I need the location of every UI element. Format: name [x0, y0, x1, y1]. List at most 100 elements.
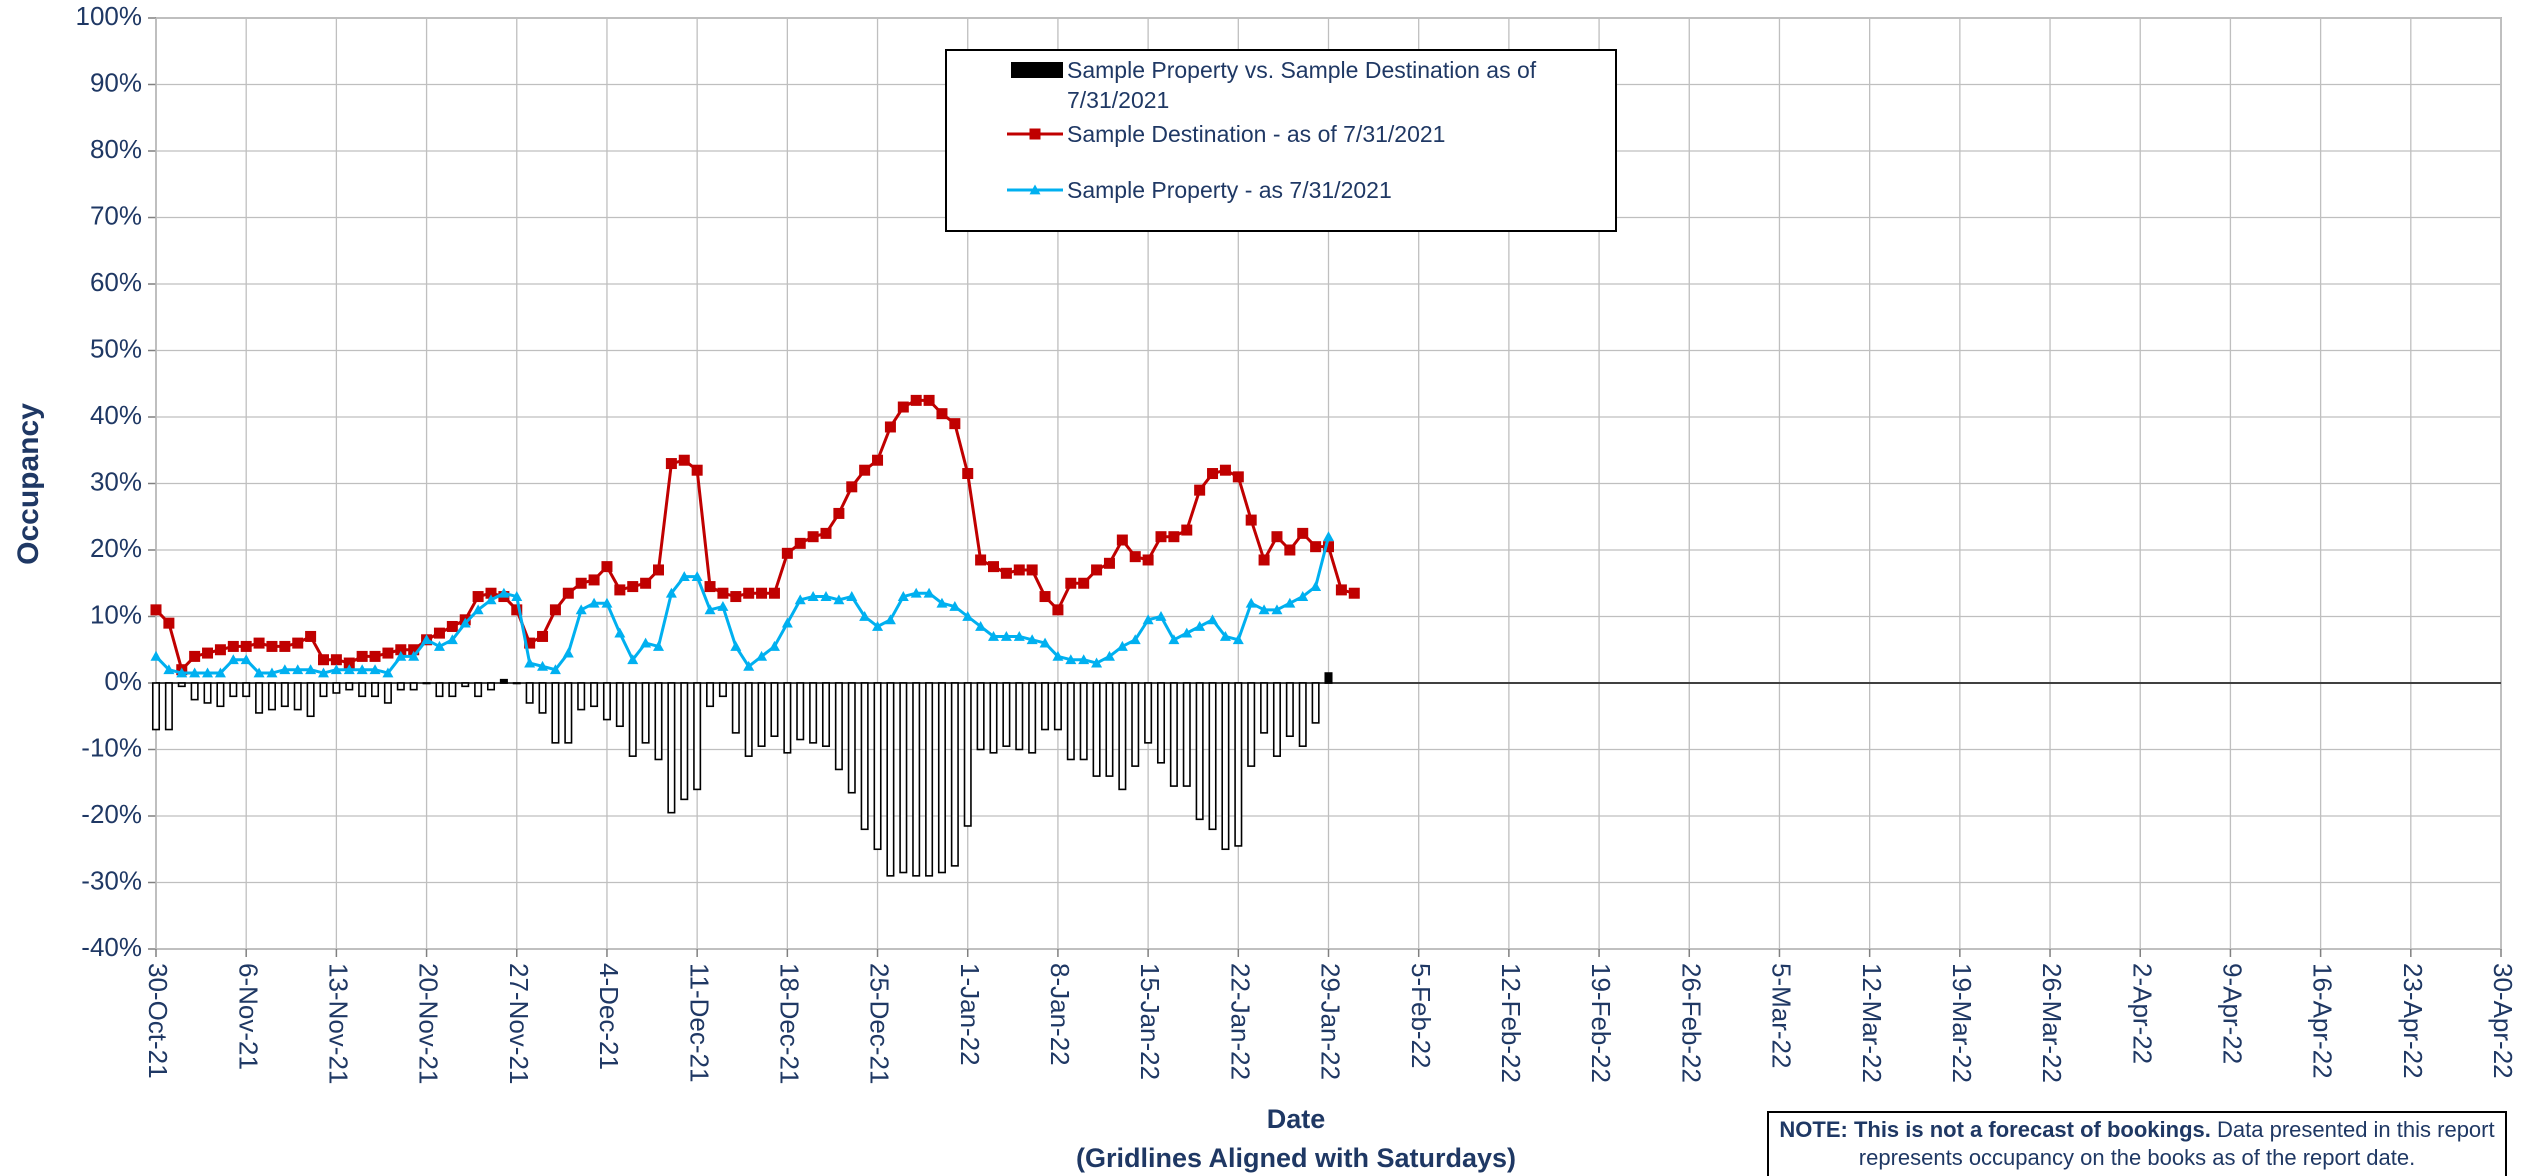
- marker: [266, 667, 278, 678]
- x-tick-label: 26-Mar-22: [2037, 963, 2067, 1083]
- bar: [989, 682, 998, 754]
- marker: [1039, 591, 1051, 603]
- marker: [1207, 614, 1219, 625]
- bar: [499, 678, 508, 684]
- marker: [1013, 564, 1025, 576]
- bar: [1285, 682, 1294, 738]
- bar: [1041, 682, 1050, 731]
- marker: [279, 640, 291, 652]
- x-tick-label: 2-Apr-22: [2127, 963, 2157, 1064]
- bar: [1208, 682, 1217, 831]
- marker: [1297, 591, 1309, 601]
- marker: [524, 657, 536, 668]
- marker: [640, 637, 652, 648]
- marker: [253, 637, 265, 649]
- marker: [872, 620, 884, 631]
- marker: [382, 667, 394, 678]
- marker: [472, 604, 484, 615]
- bar: [216, 682, 225, 708]
- marker: [1271, 531, 1283, 543]
- y-tick-label: 50%: [90, 333, 142, 363]
- marker: [653, 564, 664, 576]
- marker: [1168, 634, 1180, 645]
- bar: [937, 682, 946, 874]
- marker: [1029, 128, 1041, 140]
- legend-item: Sample Destination - as of 7/31/2021: [1007, 119, 1615, 149]
- bar: [267, 682, 276, 711]
- marker: [717, 587, 729, 599]
- marker: [794, 594, 806, 605]
- marker: [1142, 614, 1154, 625]
- marker: [395, 650, 407, 661]
- marker: [202, 647, 214, 659]
- marker: [756, 650, 768, 661]
- marker: [601, 561, 613, 573]
- marker: [369, 664, 381, 675]
- x-tick-label: 11-Dec-21: [684, 963, 714, 1082]
- x-axis-label: Date: [1267, 1104, 1326, 1134]
- marker: [1258, 604, 1270, 615]
- x-tick-label: 9-Apr-22: [2218, 963, 2248, 1064]
- y-tick-label: 40%: [90, 400, 142, 430]
- bar: [525, 682, 534, 704]
- marker: [833, 594, 845, 605]
- marker: [202, 667, 214, 678]
- marker: [627, 654, 639, 665]
- bar: [564, 682, 573, 744]
- marker: [988, 561, 999, 573]
- marker: [227, 640, 239, 652]
- bar: [1221, 682, 1230, 851]
- marker: [330, 664, 342, 675]
- bar: [1144, 682, 1153, 744]
- marker: [524, 637, 536, 649]
- marker: [1258, 554, 1270, 566]
- marker: [240, 640, 252, 652]
- marker: [459, 617, 471, 628]
- marker: [859, 464, 871, 476]
- marker: [1142, 554, 1154, 566]
- marker: [266, 640, 278, 652]
- marker: [1129, 634, 1141, 645]
- marker: [691, 464, 703, 476]
- marker: [1323, 531, 1334, 542]
- marker: [988, 630, 999, 641]
- marker: [846, 481, 858, 493]
- legend-swatch: [1007, 128, 1063, 140]
- marker: [1155, 611, 1167, 621]
- bar: [809, 682, 818, 744]
- bar: [976, 682, 985, 751]
- marker: [562, 587, 574, 599]
- marker: [601, 597, 613, 608]
- x-tick-label: 27-Nov-21: [504, 963, 534, 1084]
- bar: [667, 682, 676, 814]
- bar: [164, 682, 173, 731]
- marker: [240, 654, 252, 665]
- bar: [706, 682, 715, 708]
- marker: [949, 418, 961, 430]
- y-tick-label: 70%: [90, 200, 142, 230]
- marker: [1091, 564, 1103, 576]
- marker: [1026, 634, 1038, 645]
- marker: [1232, 471, 1244, 483]
- bar: [860, 682, 869, 831]
- marker: [936, 597, 948, 608]
- x-tick-label: 30-Oct-21: [143, 963, 173, 1079]
- legend-label: Sample Property - as 7/31/2021: [1067, 177, 1392, 203]
- marker: [653, 640, 664, 651]
- x-tick-label: 12-Feb-22: [1496, 963, 1526, 1083]
- marker: [330, 654, 342, 666]
- marker: [1155, 531, 1167, 543]
- marker: [807, 531, 819, 543]
- marker: [949, 601, 961, 611]
- bar: [796, 682, 805, 741]
- x-tick-label: 16-Apr-22: [2308, 963, 2338, 1079]
- x-tick-label: 12-Mar-22: [1857, 963, 1887, 1083]
- y-axis-label: Occupancy: [12, 403, 45, 565]
- marker: [1078, 654, 1090, 665]
- y-tick-label: 80%: [90, 134, 142, 164]
- marker: [549, 604, 561, 616]
- marker: [446, 634, 458, 645]
- marker: [665, 458, 677, 470]
- bar: [409, 682, 418, 691]
- marker: [1271, 604, 1283, 615]
